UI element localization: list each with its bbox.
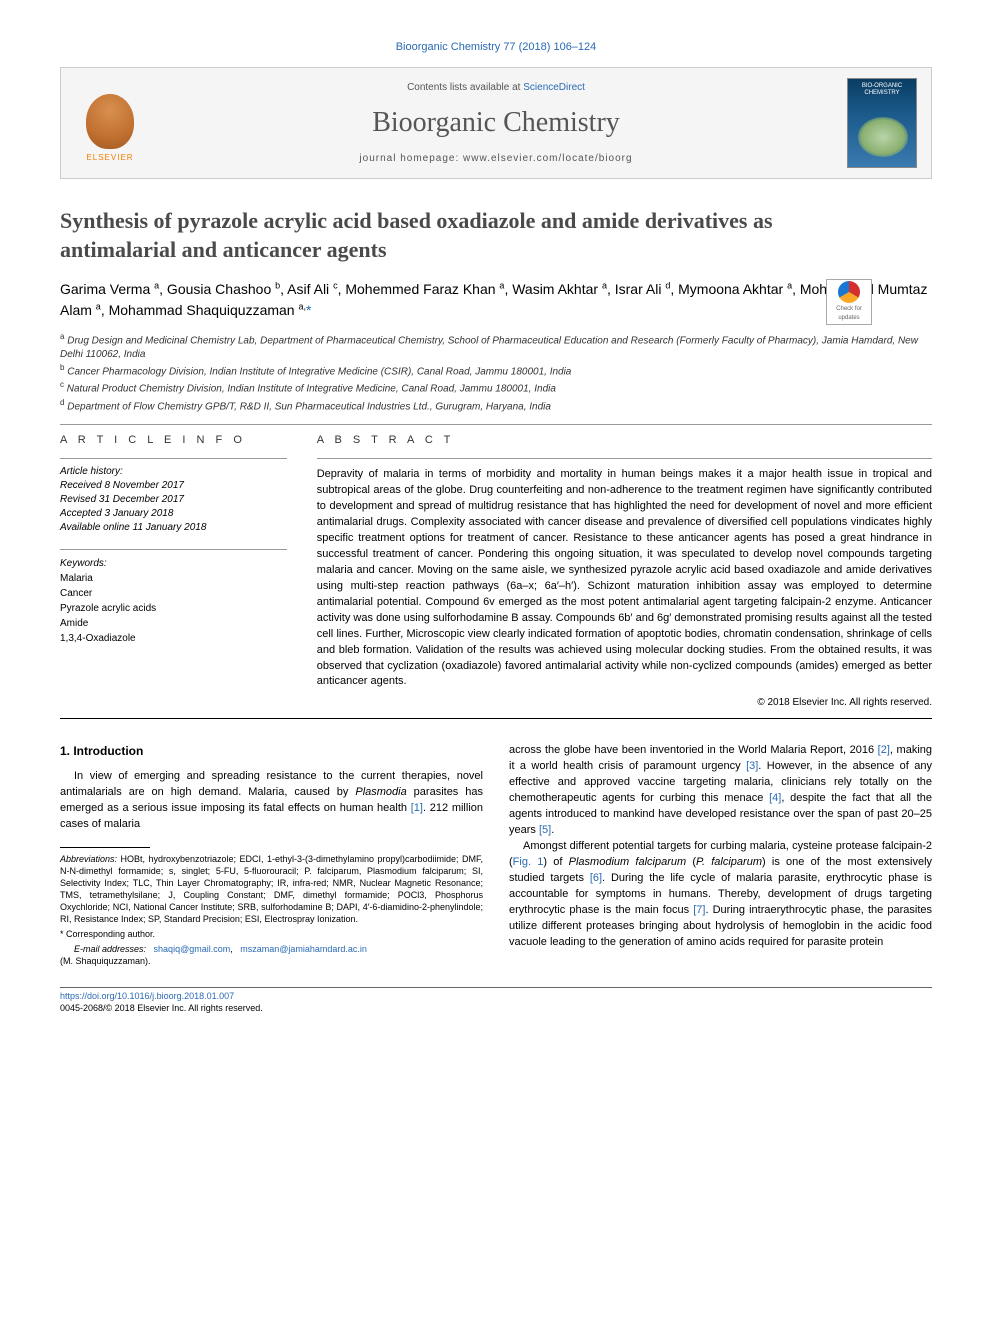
affiliation-line: a Drug Design and Medicinal Chemistry La… (60, 331, 932, 362)
article-info-label: A R T I C L E I N F O (60, 433, 287, 448)
keyword-item: Cancer (60, 586, 287, 601)
page-footer: https://doi.org/10.1016/j.bioorg.2018.01… (60, 987, 932, 1015)
email-label: E-mail addresses: (74, 944, 146, 954)
keywords-block: Keywords: MalariaCancerPyrazole acrylic … (60, 556, 287, 646)
affiliations-list: a Drug Design and Medicinal Chemistry La… (60, 331, 932, 414)
italic-term: Plasmodium falciparum (569, 856, 687, 868)
reference-link-2[interactable]: [2] (878, 744, 890, 756)
journal-header: ELSEVIER Contents lists available at Sci… (60, 67, 932, 179)
email-addresses-line: E-mail addresses: shaqiq@gmail.com, msza… (60, 943, 483, 955)
email-author-name: (M. Shaquiquzzaman). (60, 955, 483, 967)
abbreviations-footnote: Abbreviations: HOBt, hydroxybenzotriazol… (60, 853, 483, 926)
affiliation-line: b Cancer Pharmacology Division, Indian I… (60, 362, 932, 379)
elsevier-logo: ELSEVIER (75, 83, 145, 163)
journal-name: Bioorganic Chemistry (145, 103, 847, 142)
reference-link-3[interactable]: [3] (746, 760, 758, 772)
reference-link-1[interactable]: [1] (411, 802, 423, 814)
reference-link-6[interactable]: [6] (590, 872, 602, 884)
text-run: ( (686, 856, 696, 868)
sciencedirect-link[interactable]: ScienceDirect (523, 82, 585, 93)
issn-copyright-line: 0045-2068/© 2018 Elsevier Inc. All right… (60, 1002, 932, 1015)
intro-paragraph-1-cont: across the globe have been inventoried i… (509, 743, 932, 839)
homepage-url[interactable]: www.elsevier.com/locate/bioorg (463, 153, 633, 164)
contents-prefix: Contents lists available at (407, 82, 523, 93)
text-run: ) of (543, 856, 568, 868)
cover-title: BIO-ORGANIC CHEMISTRY (852, 83, 912, 96)
history-line: Available online 11 January 2018 (60, 521, 287, 535)
article-title: Synthesis of pyrazole acrylic acid based… (60, 207, 827, 264)
contents-available-line: Contents lists available at ScienceDirec… (145, 81, 847, 95)
email-link-2[interactable]: mszaman@jamiahamdard.ac.in (240, 944, 367, 954)
doi-link[interactable]: https://doi.org/10.1016/j.bioorg.2018.01… (60, 991, 234, 1001)
affiliation-line: c Natural Product Chemistry Division, In… (60, 379, 932, 396)
journal-cover-thumbnail: BIO-ORGANIC CHEMISTRY (847, 78, 917, 168)
affiliation-line: d Department of Flow Chemistry GPB/T, R&… (60, 397, 932, 414)
intro-paragraph-1: In view of emerging and spreading resist… (60, 769, 483, 833)
abstract-copyright: © 2018 Elsevier Inc. All rights reserved… (317, 696, 932, 710)
history-line: Accepted 3 January 2018 (60, 507, 287, 521)
abbrev-text: HOBt, hydroxybenzotriazole; EDCI, 1-ethy… (60, 854, 483, 925)
abstract-text: Depravity of malaria in terms of morbidi… (317, 467, 932, 690)
email-link-1[interactable]: shaqiq@gmail.com (154, 944, 231, 954)
italic-term: P. falciparum (696, 856, 762, 868)
check-for-updates-badge[interactable]: Check for updates (826, 279, 872, 325)
reference-link-5[interactable]: [5] (539, 824, 551, 836)
intro-paragraph-2: Amongst different potential targets for … (509, 839, 932, 951)
text-run: . (551, 824, 554, 836)
keyword-item: Amide (60, 616, 287, 631)
body-column-right: across the globe have been inventoried i… (509, 743, 932, 966)
footnotes-block: Abbreviations: HOBt, hydroxybenzotriazol… (60, 853, 483, 967)
article-history: Article history: Received 8 November 201… (60, 465, 287, 535)
corresponding-author-note: * Corresponding author. (60, 928, 483, 940)
reference-link-7[interactable]: [7] (693, 904, 705, 916)
abstract-label: A B S T R A C T (317, 433, 932, 448)
elsevier-wordmark: ELSEVIER (86, 152, 133, 163)
history-line: Received 8 November 2017 (60, 479, 287, 493)
check-badge-line2: updates (838, 314, 859, 322)
history-heading: Article history: (60, 465, 287, 479)
keyword-item: Pyrazole acrylic acids (60, 601, 287, 616)
check-badge-line1: Check for (836, 305, 862, 313)
citation-line: Bioorganic Chemistry 77 (2018) 106–124 (60, 40, 932, 55)
intro-heading: 1. Introduction (60, 743, 483, 760)
reference-link-4[interactable]: [4] (769, 792, 781, 804)
journal-homepage-line: journal homepage: www.elsevier.com/locat… (145, 152, 847, 166)
keyword-item: 1,3,4-Oxadiazole (60, 631, 287, 646)
history-line: Revised 31 December 2017 (60, 493, 287, 507)
figure-link-1[interactable]: Fig. 1 (513, 856, 544, 868)
abbrev-label: Abbreviations: (60, 854, 117, 864)
keyword-item: Malaria (60, 571, 287, 586)
crossmark-icon (838, 281, 860, 303)
authors-list: Garima Verma a, Gousia Chashoo b, Asif A… (60, 279, 932, 321)
keywords-heading: Keywords: (60, 556, 287, 571)
text-run: across the globe have been inventoried i… (509, 744, 878, 756)
body-column-left: 1. Introduction In view of emerging and … (60, 743, 483, 966)
italic-term: Plasmodia (355, 786, 406, 798)
homepage-prefix: journal homepage: (359, 153, 463, 164)
